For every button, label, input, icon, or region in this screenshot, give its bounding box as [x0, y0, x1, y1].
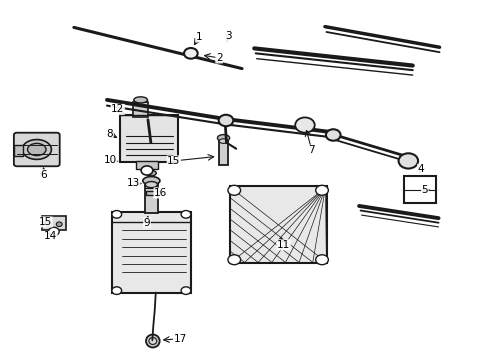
Text: 2: 2 [215, 53, 222, 63]
Text: 1: 1 [195, 32, 202, 42]
Text: 7: 7 [308, 145, 314, 155]
Text: 4: 4 [417, 164, 424, 174]
Circle shape [295, 117, 314, 133]
Circle shape [398, 153, 417, 168]
Circle shape [315, 185, 328, 195]
Circle shape [227, 255, 240, 265]
Ellipse shape [145, 181, 157, 188]
Text: 16: 16 [154, 188, 167, 198]
Bar [144, 182, 158, 213]
Ellipse shape [27, 143, 46, 156]
Text: 8: 8 [106, 129, 113, 139]
Bar [14, 145, 23, 156]
Circle shape [112, 211, 122, 218]
Ellipse shape [219, 139, 227, 143]
Ellipse shape [22, 140, 51, 159]
Bar [218, 140, 228, 165]
Ellipse shape [142, 176, 160, 185]
Circle shape [183, 48, 197, 59]
Circle shape [45, 222, 51, 226]
Circle shape [218, 115, 233, 126]
Ellipse shape [146, 334, 159, 347]
Circle shape [325, 129, 340, 141]
Bar [133, 102, 148, 117]
Text: 9: 9 [143, 218, 150, 228]
Text: 15: 15 [167, 156, 180, 166]
Bar [42, 216, 65, 230]
Circle shape [112, 287, 122, 294]
Circle shape [315, 255, 328, 265]
Text: 14: 14 [44, 231, 57, 242]
Circle shape [56, 222, 62, 226]
Text: 12: 12 [111, 104, 124, 114]
Ellipse shape [149, 338, 157, 345]
Circle shape [227, 185, 240, 195]
Bar [229, 186, 327, 263]
Text: 17: 17 [173, 334, 186, 344]
Ellipse shape [217, 135, 229, 141]
Text: 6: 6 [40, 170, 47, 180]
Text: 13: 13 [126, 178, 140, 188]
Bar [120, 115, 177, 162]
FancyBboxPatch shape [14, 133, 60, 166]
Ellipse shape [146, 171, 156, 176]
Text: 15: 15 [39, 217, 52, 227]
Text: 5: 5 [421, 185, 427, 195]
Text: 11: 11 [276, 240, 289, 250]
Ellipse shape [134, 97, 147, 103]
Circle shape [181, 287, 190, 294]
Bar [404, 176, 435, 203]
Text: 10: 10 [103, 155, 117, 165]
Circle shape [181, 211, 190, 218]
Circle shape [48, 227, 59, 236]
Text: 3: 3 [225, 31, 232, 41]
Bar [136, 161, 158, 169]
Bar [112, 212, 190, 293]
Circle shape [141, 166, 153, 175]
Bar [146, 191, 157, 195]
